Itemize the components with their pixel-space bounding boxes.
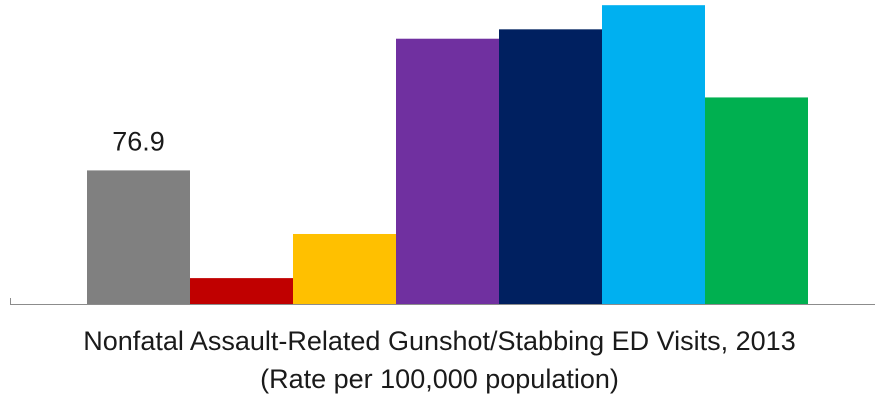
bars-group <box>87 5 808 305</box>
chart-subtitle: (Rate per 100,000 population) <box>260 364 619 394</box>
bar-6 <box>602 5 705 305</box>
chart-title: Nonfatal Assault-Related Gunshot/Stabbin… <box>83 326 796 356</box>
bar-5 <box>499 29 602 304</box>
bar-1 <box>87 170 190 304</box>
data-label-1: 76.9 <box>112 126 165 156</box>
bar-3 <box>293 233 396 304</box>
bar-2 <box>190 278 293 304</box>
bar-4 <box>396 38 499 304</box>
data-labels-group: 76.9 <box>112 126 165 156</box>
bar-7 <box>705 97 808 304</box>
